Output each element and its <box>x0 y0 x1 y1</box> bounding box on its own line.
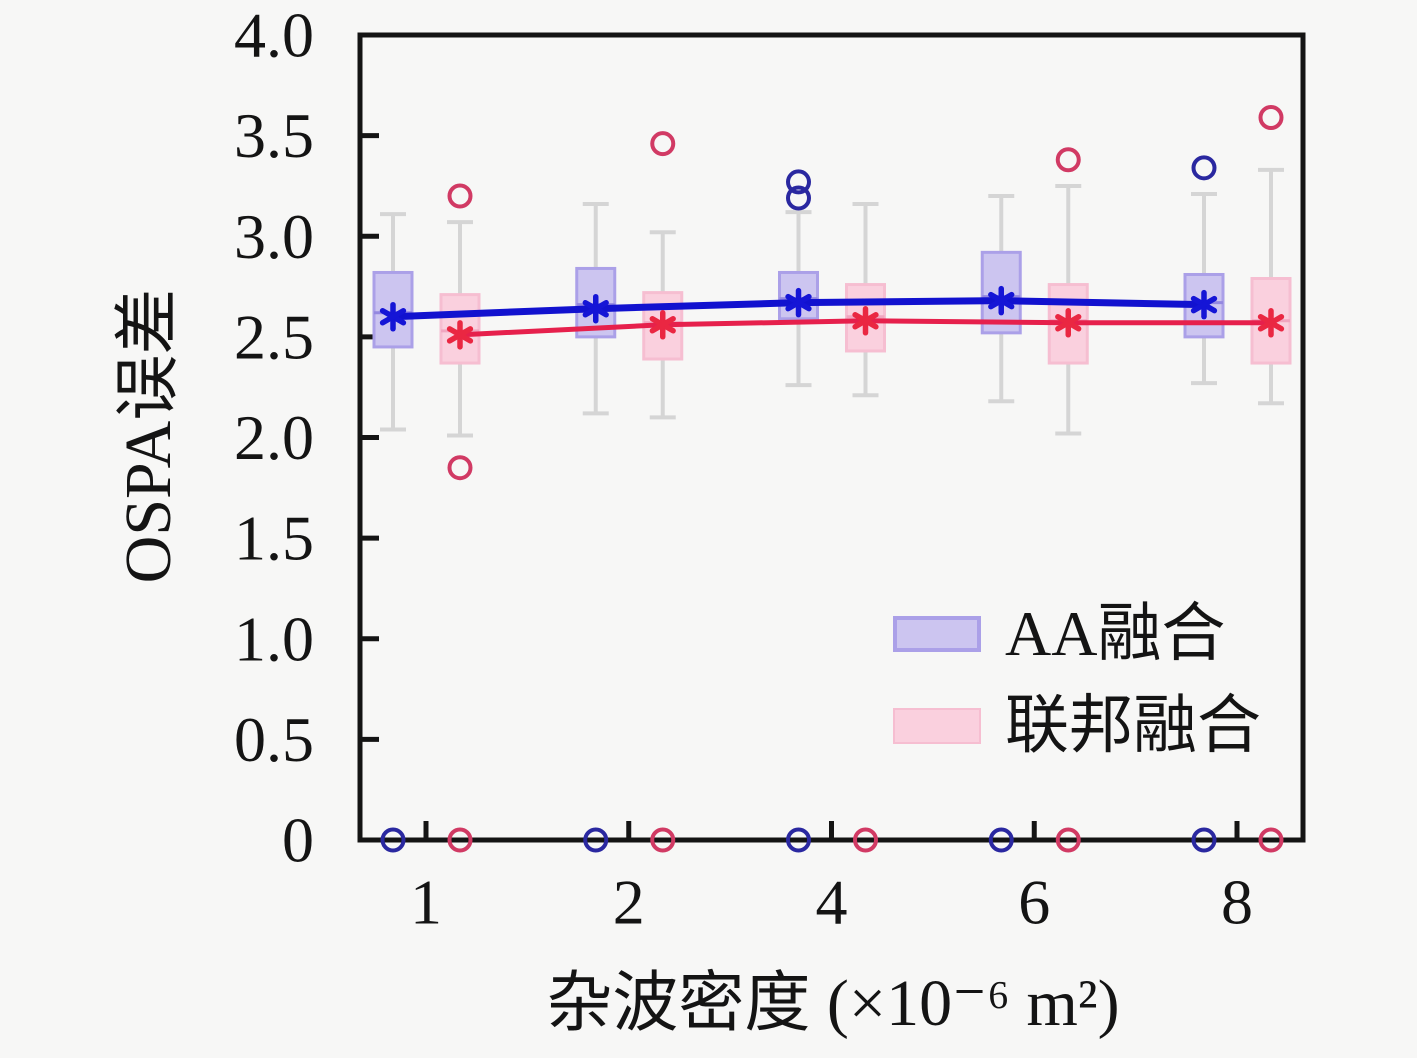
mean-marker <box>1190 295 1218 314</box>
y-tick-label: 0 <box>282 805 314 876</box>
outlier-circle <box>988 827 1014 853</box>
outlier-circle <box>1258 105 1284 131</box>
outlier-circle <box>650 131 676 157</box>
mean-marker <box>582 299 609 318</box>
outlier-circle <box>786 169 811 195</box>
y-tick-label: 4.0 <box>234 0 314 71</box>
outlier-circle <box>1191 827 1217 853</box>
x-tick-label: 1 <box>410 867 442 938</box>
y-axis-title: OSPA误差 <box>112 288 185 584</box>
outlier-circle <box>853 827 878 853</box>
legend: AA融合 联邦融合 <box>893 602 1261 786</box>
legend-item-aa-fusion: AA融合 <box>893 602 1261 666</box>
x-tick-label: 4 <box>816 867 848 938</box>
outlier-circle <box>447 183 473 209</box>
outlier-circle <box>1258 827 1284 853</box>
x-tick-label: 8 <box>1221 867 1253 938</box>
x-axis-title: 杂波密度 (×10⁻⁶ m²) <box>546 967 1120 1040</box>
y-tick-label: 0.5 <box>234 704 314 775</box>
mean-marker <box>988 291 1015 310</box>
y-tick-label: 1.0 <box>234 603 314 674</box>
legend-label-federal-fusion: 联邦融合 <box>1005 690 1261 761</box>
outlier-circle <box>447 827 473 853</box>
outlier-circle <box>447 455 473 481</box>
y-tick-label: 2.0 <box>234 402 314 473</box>
y-tick-label: 2.5 <box>234 301 314 372</box>
outlier-circle <box>1055 147 1081 173</box>
y-tick-label: 1.5 <box>234 503 314 574</box>
mean-marker <box>649 316 676 334</box>
outlier-circle <box>786 827 811 853</box>
mean-marker <box>852 312 879 330</box>
legend-label-aa-fusion: AA融合 <box>1005 598 1226 669</box>
legend-item-federal-fusion: 联邦融合 <box>893 694 1261 758</box>
outlier-circle <box>380 827 406 853</box>
outlier-circle <box>786 185 811 211</box>
y-tick-label: 3.0 <box>234 201 314 272</box>
mean-marker <box>379 308 407 326</box>
outlier-circle <box>1191 155 1217 181</box>
mean-marker <box>446 326 474 344</box>
outlier-circle <box>1055 827 1081 853</box>
legend-swatch-aa-fusion <box>893 616 981 652</box>
mean-marker <box>1257 314 1285 332</box>
mean-marker <box>1055 314 1082 332</box>
outlier-circle <box>650 827 676 853</box>
legend-swatch-federal-fusion <box>893 708 981 744</box>
x-tick-label: 6 <box>1018 867 1050 938</box>
outlier-circle <box>583 827 609 853</box>
y-tick-label: 3.5 <box>234 100 314 171</box>
x-tick-label: 2 <box>613 867 645 938</box>
plot-frame <box>357 32 1306 843</box>
mean-marker <box>785 293 812 312</box>
